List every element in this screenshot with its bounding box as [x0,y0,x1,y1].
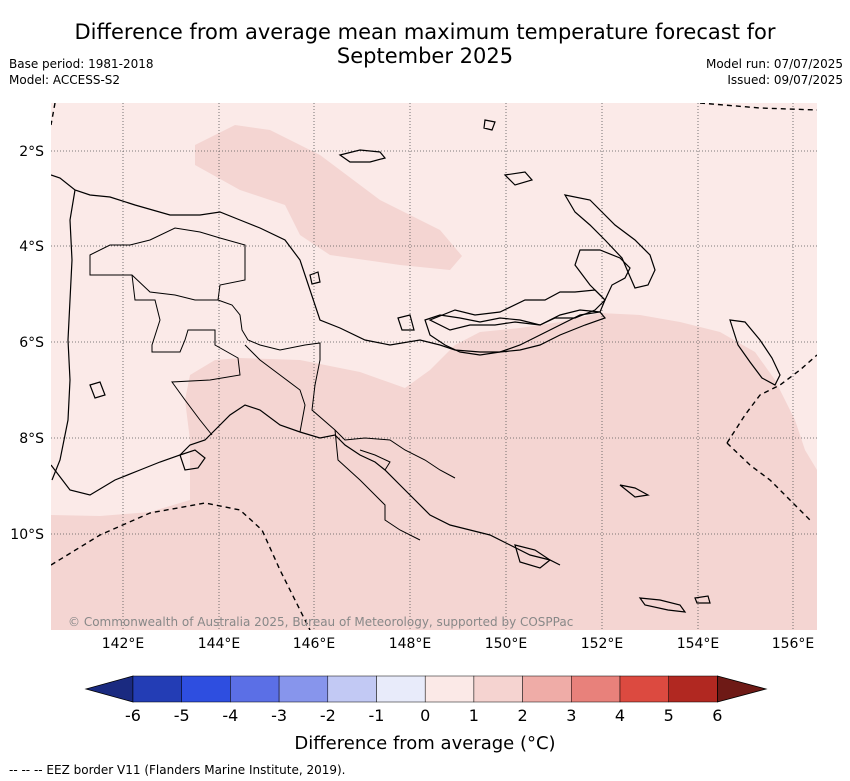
colorbar-tick-label: -1 [362,706,392,725]
colorbar-tick-label: 0 [410,706,440,725]
colorbar-tick-label: -2 [313,706,343,725]
colorbar-segment [279,676,328,702]
colorbar-tick-label: -3 [264,706,294,725]
colorbar-segment [182,676,231,702]
colorbar-segment [474,676,523,702]
lon-tick-label: 148°E [389,636,432,652]
colorbar-tick-label: 4 [605,706,635,725]
colorbar-segment [230,676,279,702]
colorbar-tick-label: 1 [459,706,489,725]
lat-tick-label: 6°S [19,335,44,351]
lon-tick-label: 144°E [198,636,241,652]
lon-tick-label: 156°E [772,636,815,652]
eez-footnote: -- -- -- EEZ border V11 (Flanders Marine… [9,763,346,777]
lat-tick-label: 4°S [19,239,44,255]
copyright-notice: © Commonwealth of Australia 2025, Bureau… [68,615,573,629]
colorbar-segment [620,676,669,702]
lat-tick-label: 10°S [10,527,44,543]
colorbar-segment [377,676,426,702]
colorbar-tick-label: -4 [215,706,245,725]
lon-tick-label: 142°E [102,636,145,652]
colorbar-title: Difference from average (°C) [0,733,850,754]
colorbar-tick-label: 2 [508,706,538,725]
colorbar-segment [133,676,182,702]
colorbar-tick-label: -5 [167,706,197,725]
lat-tick-label: 2°S [19,144,44,160]
lat-tick-label: 8°S [19,431,44,447]
colorbar-tick-label: 5 [654,706,684,725]
lon-tick-label: 150°E [485,636,528,652]
colorbar-tick-label: 6 [702,706,732,725]
colorbar-tick-label: 3 [556,706,586,725]
colorbar-segment [571,676,620,702]
colorbar-extend-low [86,676,133,702]
colorbar-tick-label: -6 [118,706,148,725]
colorbar-segment [669,676,718,702]
lon-tick-label: 146°E [293,636,336,652]
colorbar-segment [328,676,377,702]
map-area: © Commonwealth of Australia 2025, Bureau… [51,103,817,630]
lon-tick-label: 152°E [581,636,624,652]
colorbar-segment [425,676,474,702]
map-svg: © Commonwealth of Australia 2025, Bureau… [0,0,850,781]
lon-tick-label: 154°E [677,636,720,652]
colorbar-segment [523,676,572,702]
colorbar-extend-high [717,676,766,702]
colorbar [86,676,766,702]
